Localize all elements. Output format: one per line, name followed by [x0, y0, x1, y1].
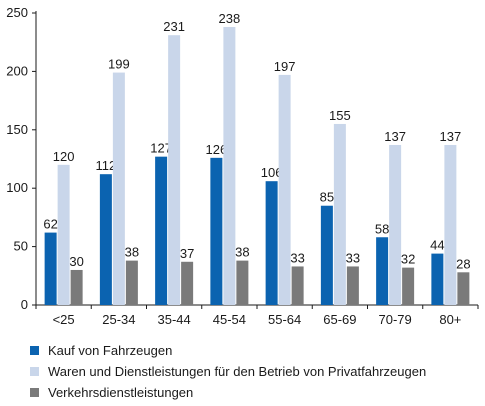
data-label: 155: [329, 108, 351, 123]
legend-item-waren: Waren und Dienstleistungen für den Betri…: [30, 361, 426, 382]
x-tick-label: 45-54: [213, 312, 246, 327]
x-tick-label: 55-64: [268, 312, 301, 327]
x-tick-label: 65-69: [323, 312, 356, 327]
legend-swatch-waren: [30, 367, 39, 376]
bar: [333, 123, 346, 306]
data-label: 126: [206, 142, 228, 157]
x-tick-label: 70-79: [379, 312, 412, 327]
legend-swatch-verkehr: [30, 388, 39, 397]
y-tick-label: 250: [6, 5, 28, 20]
data-label: 37: [180, 246, 194, 261]
legend-item-verkehr: Verkehrsdienstleistungen: [30, 382, 426, 403]
legend-label-waren: Waren und Dienstleistungen für den Betri…: [48, 364, 427, 379]
bar: [70, 269, 83, 305]
bar: [155, 156, 168, 305]
bar: [44, 232, 57, 305]
y-tick-label: 50: [14, 239, 28, 254]
y-tick-label: 150: [6, 122, 28, 137]
bar: [57, 164, 70, 305]
bar: [181, 261, 194, 305]
data-label: 137: [384, 129, 406, 144]
data-label: 32: [401, 252, 415, 267]
data-label: 28: [456, 256, 470, 271]
y-tick-label: 100: [6, 180, 28, 195]
legend-label-verkehr: Verkehrsdienstleistungen: [48, 385, 194, 400]
x-tick-label: 35-44: [158, 312, 191, 327]
bar: [168, 35, 181, 305]
data-label: 38: [125, 245, 139, 260]
bar: [236, 260, 249, 305]
data-label: 231: [163, 19, 185, 34]
x-tick-label: 80+: [439, 312, 461, 327]
data-label: 30: [69, 254, 83, 269]
legend-item-kauf: Kauf von Fahrzeugen: [30, 340, 426, 361]
bar: [265, 181, 278, 305]
x-tick-label: 25-34: [102, 312, 135, 327]
bar: [402, 267, 415, 305]
bar: [223, 27, 236, 306]
data-label: 127: [150, 141, 172, 156]
bar: [431, 253, 444, 305]
bar: [444, 144, 457, 305]
legend-swatch-kauf: [30, 346, 39, 355]
data-label: 112: [96, 158, 117, 173]
data-label: 85: [320, 190, 334, 205]
data-label: 106: [261, 165, 283, 180]
data-label: 120: [53, 149, 75, 164]
y-tick-label: 200: [6, 63, 28, 78]
bar: [210, 157, 223, 305]
data-label: 38: [235, 245, 249, 260]
data-label: 197: [274, 59, 296, 74]
legend-label-kauf: Kauf von Fahrzeugen: [48, 343, 173, 358]
legend: Kauf von Fahrzeugen Waren und Dienstleis…: [30, 340, 426, 403]
bar: [320, 205, 333, 305]
data-label: 199: [108, 57, 130, 72]
bar: [346, 266, 359, 305]
bar: [291, 266, 304, 305]
data-label: 62: [43, 217, 57, 232]
data-label: 238: [219, 11, 241, 26]
bar: [457, 272, 470, 305]
bar: [112, 72, 125, 306]
data-label: 33: [290, 250, 304, 265]
y-tick-label: 0: [21, 297, 28, 312]
bar: [99, 174, 112, 305]
bar: [125, 260, 138, 305]
data-label: 33: [346, 250, 360, 265]
bar: [389, 144, 402, 305]
data-label: 137: [440, 129, 462, 144]
bar: [278, 74, 291, 306]
data-label: 58: [375, 221, 389, 236]
data-label: 44: [430, 238, 444, 253]
x-tick-label: <25: [53, 312, 75, 327]
bar-chart: 0 50 100 150 200 250 62 120 30 <25 112 199 38 25-34 12…: [6, 5, 479, 327]
bar: [376, 237, 389, 305]
